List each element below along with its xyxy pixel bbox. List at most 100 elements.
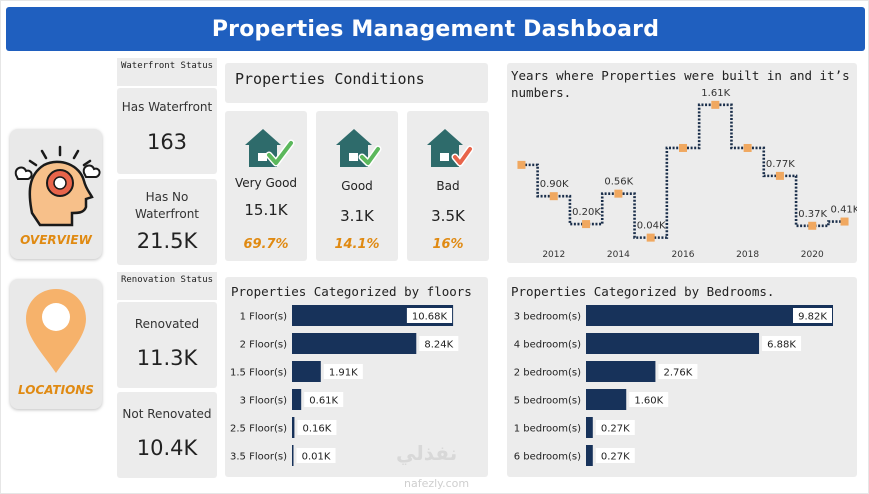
data-label-bg	[793, 308, 832, 323]
category-label: 1 Floor(s)	[240, 312, 288, 323]
years-line-chart: 0.90K 0.20K 0.56K 0.04K 1.61K 0.77K 0.37K 0.41K…	[517, 88, 857, 260]
floors-chart-title: Properties Categorized by floors	[231, 284, 472, 299]
data-label-bg	[595, 448, 635, 463]
category-label: 2 bedroom(s)	[514, 368, 581, 379]
bar	[586, 305, 833, 326]
data-label: 0.27K	[601, 424, 630, 435]
data-label-bg	[406, 308, 453, 323]
nav-locations-button[interactable]: LOCATIONS	[10, 279, 102, 409]
conditions-title: Properties Conditions	[235, 70, 425, 88]
nav-overview-label: OVERVIEW	[20, 233, 92, 247]
data-point	[743, 143, 752, 152]
has-waterfront-label: Has Waterfront	[121, 100, 213, 114]
house-check-icon	[336, 129, 382, 167]
x-tick-label: 2020	[801, 250, 824, 260]
data-label: 9.82K	[798, 312, 827, 323]
condition-percent: 14.1%	[334, 237, 380, 252]
data-label: 10.68K	[412, 312, 448, 323]
data-label-bg	[658, 364, 698, 379]
category-label: 2 Floor(s)	[240, 340, 288, 351]
data-label: 0.56K	[604, 177, 633, 188]
data-label: 0.16K	[302, 424, 331, 435]
no-waterfront-label: Has No Waterfront	[134, 190, 200, 221]
data-label: 0.37K	[798, 209, 827, 220]
no-waterfront-value: 21.5K	[136, 229, 198, 253]
x-tick-label: 2014	[607, 250, 630, 260]
bar	[292, 361, 321, 382]
data-label-bg	[595, 420, 635, 435]
bedrooms-bar-chart: 3 bedroom(s) 9.82K 4 bedroom(s) 6.88K 2 bedr…	[514, 305, 833, 466]
condition-value: 3.5K	[431, 207, 465, 225]
location-pin-icon	[26, 289, 86, 373]
data-point	[517, 160, 526, 169]
floors-chart-card: Properties Categorized by floors 1 Floor…	[225, 277, 488, 477]
waterfront-header: Waterfront Status	[117, 58, 217, 86]
renovation-header: Renovation Status	[117, 272, 217, 300]
bar	[586, 361, 656, 382]
data-label-bg	[323, 364, 363, 379]
house-check-icon	[245, 129, 295, 167]
not-renovated-value: 10.4K	[136, 436, 198, 460]
category-label: 6 bedroom(s)	[514, 452, 581, 463]
not-renovated-card: Not Renovated 10.4K	[117, 392, 217, 478]
x-tick-label: 2016	[672, 250, 695, 260]
category-label: 4 bedroom(s)	[514, 340, 581, 351]
data-label: 8.24K	[424, 340, 453, 351]
data-label-bg	[296, 448, 336, 463]
watermark-latin: nafezly.com	[404, 477, 470, 490]
data-label-bg	[297, 420, 337, 435]
renovated-value: 11.3K	[136, 346, 198, 370]
data-label-bg	[629, 392, 669, 407]
data-label-bg	[304, 392, 344, 407]
data-point	[808, 221, 817, 230]
data-point	[614, 189, 623, 198]
category-label: 3 bedroom(s)	[514, 312, 581, 323]
x-tick-label: 2018	[736, 250, 759, 260]
condition-label: Very Good	[234, 176, 298, 190]
condition-card-very-good: Very Good 15.1K 69.7%	[225, 111, 307, 261]
house-check-icon	[427, 129, 474, 167]
data-point	[646, 233, 655, 242]
data-label: 0.04K	[637, 221, 666, 232]
data-label: 1.60K	[634, 396, 663, 407]
bedrooms-chart-title: Properties Categorized by Bedrooms.	[511, 284, 775, 299]
bar	[292, 417, 295, 438]
condition-card-bad: Bad 3.5K 16%	[407, 111, 489, 261]
page-title: Properties Management Dashboard	[6, 7, 865, 51]
data-point	[775, 171, 784, 180]
series-line	[521, 103, 845, 239]
renovated-card: Renovated 11.3K	[117, 302, 217, 388]
condition-label: Bad	[436, 179, 460, 193]
data-label: 1.61K	[701, 88, 730, 99]
category-label: 2.5 Floor(s)	[230, 424, 287, 435]
bar	[292, 333, 417, 354]
bar	[292, 389, 302, 410]
condition-label: Good	[341, 179, 373, 193]
data-label: 2.76K	[664, 368, 693, 379]
data-label: 0.27K	[601, 452, 630, 463]
data-label-bg	[762, 336, 802, 351]
data-label: 0.90K	[540, 179, 569, 190]
category-label: 3 Floor(s)	[240, 396, 288, 407]
category-label: 1 bedroom(s)	[514, 424, 581, 435]
data-label: 1.91K	[329, 368, 358, 379]
data-label-bg	[419, 336, 459, 351]
data-point	[582, 220, 591, 229]
condition-percent: 69.7%	[243, 237, 289, 252]
no-waterfront-card: Has No Waterfront 21.5K	[117, 179, 217, 265]
bedrooms-chart-card: Properties Categorized by Bedrooms. 3 be…	[507, 277, 857, 477]
years-chart-title: Years where Properties were built in and…	[511, 68, 850, 100]
bar	[586, 333, 760, 354]
nav-overview-button[interactable]: OVERVIEW	[10, 129, 102, 259]
renovated-label: Renovated	[134, 317, 200, 331]
condition-value: 3.1K	[340, 207, 374, 225]
data-label: 6.88K	[767, 340, 796, 351]
watermark-arabic: نفذلي	[396, 441, 458, 465]
data-label: 0.01K	[302, 452, 331, 463]
data-point	[711, 100, 720, 109]
data-point	[549, 192, 558, 201]
conditions-title-card: Properties Conditions	[225, 63, 488, 103]
bar	[586, 417, 593, 438]
data-label: 0.61K	[309, 396, 338, 407]
